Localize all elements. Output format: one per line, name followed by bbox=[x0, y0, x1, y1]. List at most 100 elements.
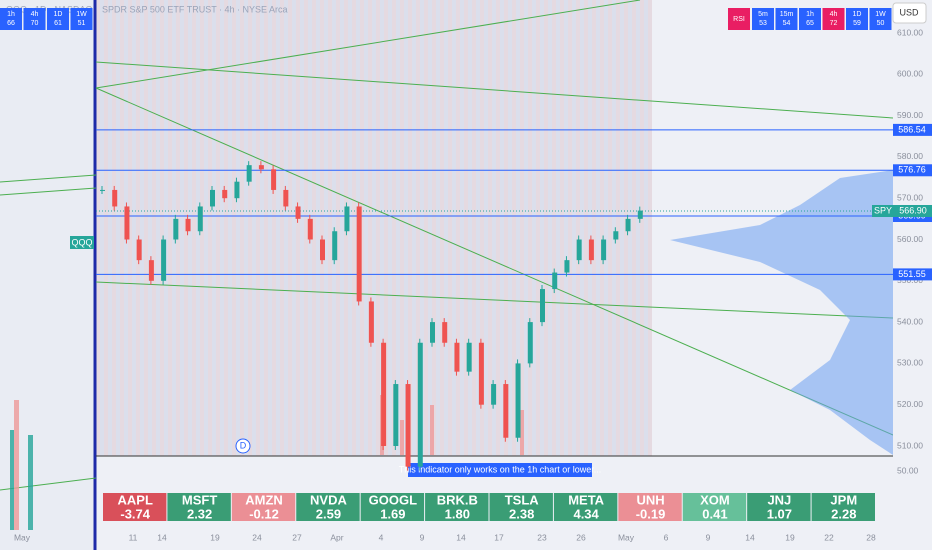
candle bbox=[356, 206, 362, 302]
left-rsi-tf: 4h bbox=[31, 11, 39, 18]
candle bbox=[161, 239, 167, 281]
ticker-symbol: JPM bbox=[830, 492, 857, 507]
ticker-cell bbox=[103, 493, 167, 521]
x-label: 4 bbox=[379, 532, 384, 542]
price-level-label: 551.55 bbox=[898, 269, 926, 279]
x-label: May bbox=[618, 532, 635, 542]
price-tick: 520.00 bbox=[897, 399, 923, 409]
ticker-symbol: TSLA bbox=[505, 492, 540, 507]
left-symbol-tag bbox=[70, 236, 94, 249]
candle bbox=[344, 206, 350, 232]
x-label: Apr bbox=[330, 532, 343, 542]
rsi-tf: 1h bbox=[806, 11, 814, 18]
left-symbol: QQQ bbox=[71, 237, 92, 247]
ticker-cell bbox=[811, 493, 875, 521]
ticker-cell bbox=[360, 493, 425, 521]
candle bbox=[124, 206, 130, 240]
price-level-tag bbox=[893, 164, 932, 177]
candle bbox=[112, 189, 118, 207]
price-axis-bottom: 50.00 bbox=[897, 465, 919, 475]
ticker-cell bbox=[747, 493, 811, 521]
price-tick: 540.00 bbox=[897, 316, 923, 326]
rsi-value: 65 bbox=[806, 20, 814, 27]
notice: This indicator only works on the 1h char… bbox=[399, 464, 602, 474]
rsi-cell bbox=[752, 8, 774, 30]
left-rsi-value: 70 bbox=[31, 20, 39, 27]
ticker-change: 2.59 bbox=[316, 506, 341, 521]
rsi-cell bbox=[799, 8, 821, 30]
candle bbox=[148, 260, 154, 281]
left-rsi-value: 61 bbox=[54, 20, 62, 27]
x-label: 19 bbox=[785, 532, 795, 542]
x-label: 26 bbox=[576, 532, 586, 542]
rsi-cell bbox=[846, 8, 868, 30]
notice-box bbox=[408, 463, 592, 477]
ticker-change: 4.34 bbox=[573, 506, 599, 521]
left-rsi-value: 66 bbox=[7, 20, 15, 27]
x-label: 9 bbox=[706, 532, 711, 542]
x-label: 11 bbox=[129, 532, 138, 542]
rsi-tf: 15m bbox=[780, 11, 794, 18]
price-level-tag bbox=[893, 123, 932, 136]
left-x-label: May bbox=[14, 532, 31, 542]
price-level-label: 576.76 bbox=[898, 165, 926, 175]
ticker-cell bbox=[553, 493, 618, 521]
rsi-value: 54 bbox=[783, 20, 791, 27]
candle bbox=[466, 342, 472, 372]
candle bbox=[173, 218, 179, 240]
candle bbox=[393, 384, 399, 446]
x-label: 24 bbox=[252, 532, 262, 542]
rsi-label-box bbox=[728, 8, 750, 30]
main-title: SPDR S&P 500 ETF TRUST · 4h · NYSE Arca bbox=[102, 4, 288, 14]
currency-button[interactable] bbox=[892, 2, 927, 24]
ticker-change: -3.74 bbox=[120, 506, 150, 521]
candle bbox=[368, 301, 374, 343]
x-label: 6 bbox=[664, 532, 669, 542]
candle bbox=[613, 231, 619, 240]
ticker-change: 2.38 bbox=[509, 506, 534, 521]
candle bbox=[442, 322, 448, 343]
last-price-tag bbox=[872, 205, 932, 218]
ticker-change: 2.32 bbox=[187, 506, 212, 521]
candle bbox=[540, 289, 545, 323]
ticker-change: -0.19 bbox=[636, 506, 666, 521]
last-symbol: SPY bbox=[874, 205, 892, 215]
candle bbox=[320, 239, 325, 261]
candle bbox=[515, 363, 521, 438]
volume-profile bbox=[670, 170, 893, 455]
x-label: 17 bbox=[494, 532, 504, 542]
left-rsi-cell bbox=[70, 8, 93, 30]
ticker-symbol: BRK.B bbox=[437, 492, 478, 507]
candle bbox=[185, 218, 191, 232]
candle bbox=[417, 342, 423, 467]
x-label: 28 bbox=[866, 532, 876, 542]
rsi-tf: 5m bbox=[758, 11, 768, 18]
ticker-cell bbox=[167, 493, 231, 521]
last-price: 566.90 bbox=[899, 205, 927, 215]
candle bbox=[430, 322, 435, 343]
ticker-cell bbox=[618, 493, 682, 521]
x-label: 14 bbox=[157, 532, 167, 542]
candle bbox=[234, 181, 240, 199]
ticker-change: 1.80 bbox=[445, 506, 470, 521]
left-rsi-tf: 1D bbox=[54, 11, 63, 18]
candle bbox=[503, 384, 509, 438]
candle bbox=[637, 210, 643, 219]
price-level-tag bbox=[893, 268, 932, 281]
price-tick: 610.00 bbox=[897, 27, 923, 37]
rsi-tf: 1W bbox=[875, 11, 886, 18]
candle bbox=[136, 239, 142, 261]
ticker-change: 0.41 bbox=[702, 506, 727, 521]
price-level-label: 586.54 bbox=[898, 124, 926, 134]
ticker-symbol: AMZN bbox=[245, 492, 283, 507]
ticker-change: -0.12 bbox=[249, 506, 279, 521]
candle bbox=[625, 218, 631, 232]
ticker-symbol: AAPL bbox=[118, 492, 153, 507]
price-tick: 560.00 bbox=[897, 234, 923, 244]
candle bbox=[283, 189, 289, 207]
trend-lines bbox=[0, 0, 894, 491]
x-label: 23 bbox=[537, 532, 547, 542]
dividend-marker[interactable] bbox=[235, 438, 251, 454]
candle bbox=[527, 322, 533, 364]
